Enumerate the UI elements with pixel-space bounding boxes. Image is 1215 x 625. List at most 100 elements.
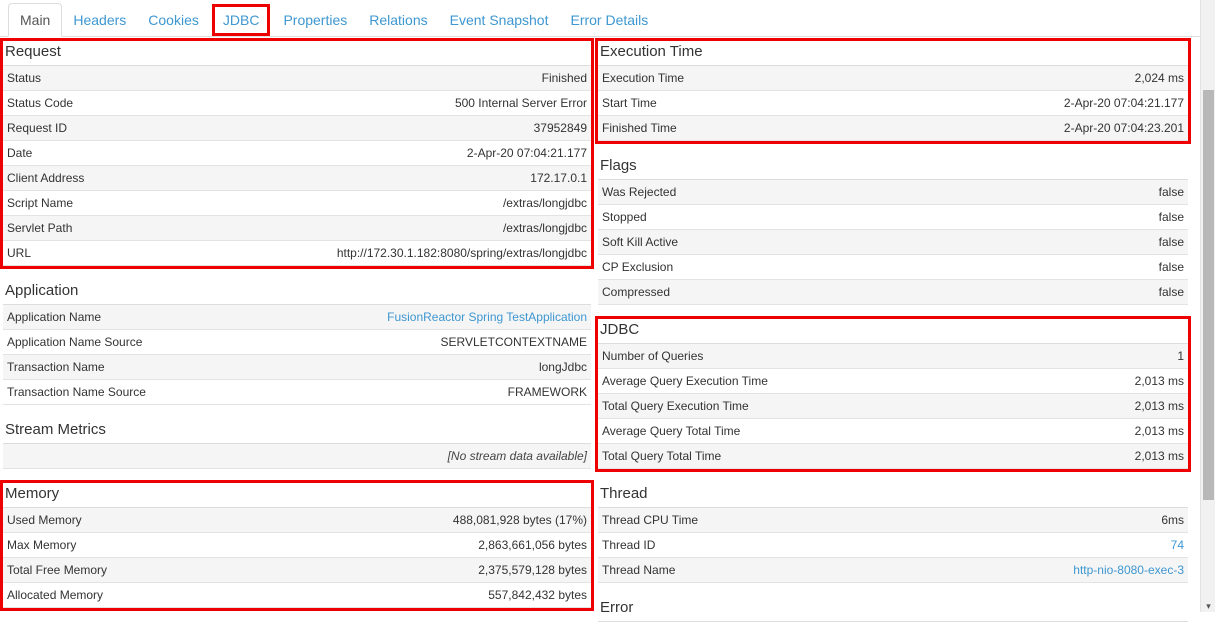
- table-row: Number of Queries 1: [598, 344, 1188, 369]
- table-row: Transaction Name Source FRAMEWORK: [3, 380, 591, 405]
- main-content: Request Status Finished Status Code 500 Inte…: [0, 37, 1215, 625]
- table-row: Date 2-Apr-20 07:04:21.177: [3, 141, 591, 166]
- row-value: 2-Apr-20 07:04:21.177: [466, 146, 587, 160]
- row-value: 37952849: [533, 121, 587, 135]
- row-value: false: [1158, 210, 1184, 224]
- section-title-error: Error: [598, 597, 1188, 622]
- row-value: 6ms: [1161, 513, 1184, 527]
- table-row: Request ID 37952849: [3, 116, 591, 141]
- tab-error-details[interactable]: Error Details: [570, 12, 649, 28]
- row-value: false: [1158, 235, 1184, 249]
- table-row: Application Name Source SERVLETCONTEXTNAM…: [3, 330, 591, 355]
- row-label: Thread Name: [602, 563, 676, 577]
- row-label: Servlet Path: [7, 221, 73, 235]
- scroll-down-arrow-icon[interactable]: ▾: [1206, 601, 1211, 611]
- section-request: Request Status Finished Status Code 500 Inte…: [0, 38, 594, 269]
- row-value: 2-Apr-20 07:04:23.201: [1063, 121, 1184, 135]
- table-row: Client Address 172.17.0.1: [3, 166, 591, 191]
- row-label: Execution Time: [602, 71, 685, 85]
- section-thread: Thread Thread CPU Time 6ms Thread ID 74 Threa…: [595, 480, 1191, 586]
- table-row: Average Query Total Time 2,013 ms: [598, 419, 1188, 444]
- section-title-jdbc: JDBC: [598, 319, 1188, 344]
- section-jdbc: JDBC Number of Queries 1 Average Query Exec…: [595, 316, 1191, 472]
- row-value: 2,375,579,128 bytes: [478, 563, 587, 577]
- table-row: Total Query Total Time 2,013 ms: [598, 444, 1188, 469]
- table-row: Soft Kill Active false: [598, 230, 1188, 255]
- row-value: 172.17.0.1: [530, 171, 587, 185]
- table-row: Max Memory 2,863,661,056 bytes: [3, 533, 591, 558]
- row-label: Status: [7, 71, 42, 85]
- row-label: Client Address: [7, 171, 85, 185]
- row-value: 2,013 ms: [1134, 449, 1184, 463]
- table-row: Servlet Path/extras/longjdbc: [3, 216, 591, 241]
- table-row: Transaction Name longJdbc: [3, 355, 591, 380]
- row-label: Soft Kill Active: [602, 235, 679, 249]
- tab-headers[interactable]: Headers: [73, 12, 127, 28]
- row-value: 1: [1177, 349, 1184, 363]
- row-label: Average Query Execution Time: [602, 374, 768, 388]
- section-title-stream-metrics: Stream Metrics: [3, 419, 591, 444]
- tab-jdbc[interactable]: JDBC: [211, 4, 271, 36]
- row-label: URL: [7, 246, 32, 260]
- row-value: false: [1158, 260, 1184, 274]
- row-value: /extras/longjdbc: [502, 221, 587, 235]
- table-row: Total Free Memory 2,375,579,128 bytes: [3, 558, 591, 583]
- section-title-thread: Thread: [598, 483, 1188, 508]
- tab-relations[interactable]: Relations: [369, 12, 428, 28]
- row-label: Was Rejected: [602, 185, 677, 199]
- row-label: Number of Queries: [602, 349, 704, 363]
- row-value: 488,081,928 bytes (17%): [452, 513, 587, 527]
- table-row: Status Code 500 Internal Server Error: [3, 91, 591, 116]
- table-row: CP Exclusion false: [598, 255, 1188, 280]
- section-title-execution-time: Execution Time: [598, 41, 1188, 66]
- row-label: Stopped: [602, 210, 647, 224]
- table-row: Script Name/extras/longjdbc: [3, 191, 591, 216]
- row-label: Max Memory: [7, 538, 77, 552]
- row-value-link[interactable]: 74: [1170, 538, 1184, 552]
- row-value: /extras/longjdbc: [502, 196, 587, 210]
- row-value: 2,013 ms: [1134, 399, 1184, 413]
- table-row: Status Finished: [3, 66, 591, 91]
- row-label: Date: [7, 146, 33, 160]
- section-title-request: Request: [3, 41, 591, 66]
- table-row: Thread ID 74: [598, 533, 1188, 558]
- table-row: Compressed false: [598, 280, 1188, 305]
- row-value: false: [1158, 285, 1184, 299]
- table-row: URL http://172.30.1.182:8080/spring/extra…: [3, 241, 591, 266]
- row-value-link[interactable]: http-nio-8080-exec-3: [1073, 563, 1184, 577]
- row-value-link[interactable]: FusionReactor Spring TestApplication: [387, 310, 587, 324]
- row-label: Request ID: [7, 121, 68, 135]
- row-value: Finished: [541, 71, 587, 85]
- tab-main[interactable]: Main: [8, 3, 63, 37]
- row-label: Script Name: [7, 196, 74, 210]
- table-row: [No stream data available]: [3, 444, 591, 469]
- section-title-flags: Flags: [598, 155, 1188, 180]
- tab-properties[interactable]: Properties: [283, 12, 348, 28]
- row-label: Transaction Name: [7, 360, 105, 374]
- row-value: 2-Apr-20 07:04:21.177: [1063, 96, 1184, 110]
- row-label: CP Exclusion: [602, 260, 674, 274]
- row-label: Application Name Source: [7, 335, 143, 349]
- scrollbar-thumb[interactable]: [1203, 90, 1214, 500]
- table-row: Used Memory 488,081,928 bytes (17%): [3, 508, 591, 533]
- section-title-memory: Memory: [3, 483, 591, 508]
- table-row: Stopped false: [598, 205, 1188, 230]
- row-value: longJdbc: [538, 360, 587, 374]
- row-label: Status Code: [7, 96, 74, 110]
- vertical-scrollbar[interactable]: ▾: [1200, 0, 1215, 612]
- row-label: Thread ID: [602, 538, 656, 552]
- right-column: Execution Time Execution Time 2,024 ms Star…: [595, 37, 1191, 625]
- table-row: Average Query Execution Time 2,013 ms: [598, 369, 1188, 394]
- tab-event-snapshot[interactable]: Event Snapshot: [449, 12, 549, 28]
- table-row: Allocated Memory 557,842,432 bytes: [3, 583, 591, 608]
- tab-cookies[interactable]: Cookies: [148, 12, 199, 28]
- row-label: Total Free Memory: [7, 563, 108, 577]
- left-column: Request Status Finished Status Code 500 Inte…: [0, 37, 594, 611]
- row-value: 2,013 ms: [1134, 374, 1184, 388]
- row-value: false: [1158, 185, 1184, 199]
- table-row: Thread Name http-nio-8080-exec-3: [598, 558, 1188, 583]
- table-row: Start Time 2-Apr-20 07:04:21.177: [598, 91, 1188, 116]
- row-label: Total Query Total Time: [602, 449, 722, 463]
- table-row: Finished Time 2-Apr-20 07:04:23.201: [598, 116, 1188, 141]
- row-label: Total Query Execution Time: [602, 399, 749, 413]
